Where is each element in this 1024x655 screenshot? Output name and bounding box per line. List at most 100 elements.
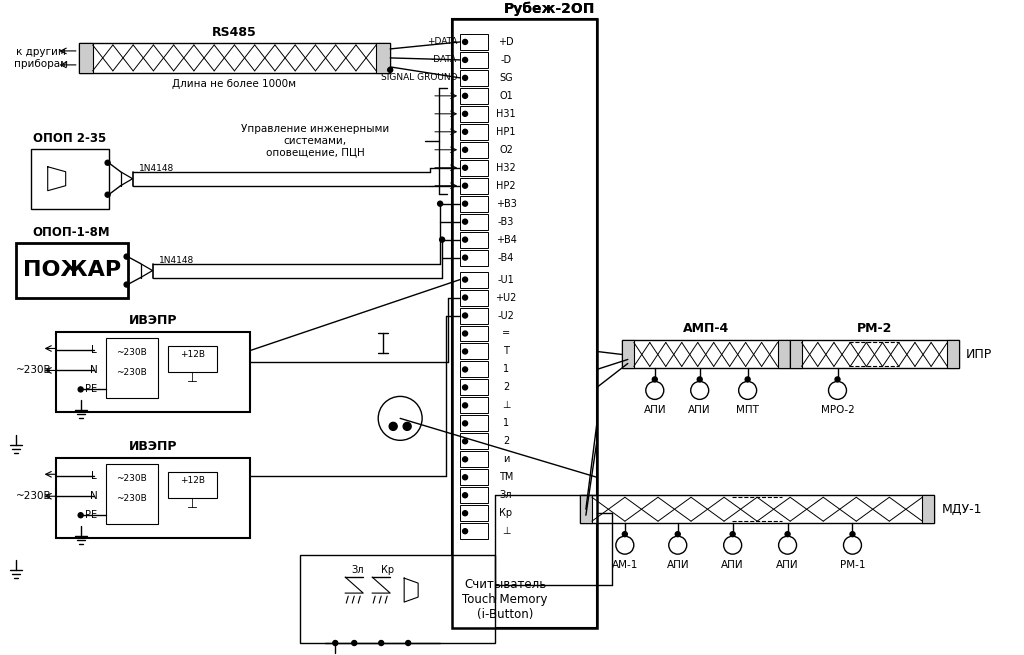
Bar [790, 341, 959, 368]
Text: PE: PE [85, 384, 96, 394]
Text: Кр: Кр [500, 508, 513, 518]
Bar [460, 451, 488, 467]
Bar [460, 160, 488, 176]
Text: L: L [91, 345, 96, 356]
Circle shape [403, 422, 412, 430]
Text: ПОЖАР: ПОЖАР [23, 260, 121, 280]
Bar [460, 232, 488, 248]
Text: ~230В: ~230В [16, 365, 51, 375]
Circle shape [124, 282, 129, 287]
Bar [460, 523, 488, 539]
Text: ИВЭПР: ИВЭПР [129, 440, 177, 453]
Text: НР2: НР2 [497, 181, 516, 191]
Text: ИПР: ИПР [967, 348, 992, 361]
Text: МДУ-1: МДУ-1 [942, 503, 983, 515]
Circle shape [352, 641, 356, 646]
Text: ⊥: ⊥ [502, 526, 510, 536]
Circle shape [463, 111, 468, 117]
Bar [460, 250, 488, 265]
Text: +D: +D [499, 37, 514, 47]
Bar [300, 555, 495, 643]
Text: SG: SG [499, 73, 513, 83]
Text: РМ-2: РМ-2 [857, 322, 892, 335]
Bar [460, 196, 488, 212]
Circle shape [388, 67, 392, 73]
Circle shape [463, 201, 468, 206]
Circle shape [124, 254, 129, 259]
Text: ~230В: ~230В [16, 491, 51, 501]
Text: 1N4148: 1N4148 [159, 256, 194, 265]
Bar [168, 472, 217, 498]
Bar [452, 19, 597, 628]
Bar [580, 495, 934, 523]
Text: Зл: Зл [351, 565, 364, 575]
Circle shape [463, 255, 468, 260]
Text: Рубеж-2ОП: Рубеж-2ОП [504, 2, 595, 16]
Bar [622, 341, 790, 368]
Circle shape [463, 349, 468, 354]
Bar [460, 343, 488, 360]
Bar [460, 505, 488, 521]
Text: +В3: +В3 [496, 198, 516, 209]
Bar [55, 458, 251, 538]
Text: и: и [503, 455, 509, 464]
Text: ⊥: ⊥ [187, 372, 198, 385]
Bar [79, 43, 92, 73]
Circle shape [463, 39, 468, 45]
Text: ~230В: ~230В [116, 368, 147, 377]
Text: +12В: +12В [180, 350, 205, 359]
Text: SIGNAL GROUND: SIGNAL GROUND [381, 73, 457, 83]
Text: -DATA: -DATA [431, 56, 457, 64]
Text: ~230В: ~230В [116, 348, 147, 357]
Text: АМП-4: АМП-4 [683, 322, 729, 335]
Circle shape [463, 183, 468, 188]
Text: +12В: +12В [180, 476, 205, 485]
Bar [15, 242, 128, 297]
Text: -U1: -U1 [498, 274, 514, 284]
Text: -В3: -В3 [498, 217, 514, 227]
Text: ⊥: ⊥ [187, 498, 198, 511]
Circle shape [463, 331, 468, 336]
Circle shape [835, 377, 840, 382]
Text: ⊥: ⊥ [502, 400, 510, 411]
Bar [460, 326, 488, 341]
Bar [777, 341, 790, 368]
Text: 2: 2 [503, 436, 509, 446]
Bar [460, 290, 488, 305]
Text: N: N [90, 365, 97, 375]
Text: +DATA: +DATA [427, 37, 457, 47]
Text: Длина не более 1000м: Длина не более 1000м [172, 79, 296, 89]
Text: Кр: Кр [381, 565, 394, 575]
Bar [790, 341, 802, 368]
Text: АПИ: АПИ [643, 405, 666, 415]
Text: 2: 2 [503, 383, 509, 392]
Circle shape [850, 532, 855, 536]
Text: МРО-2: МРО-2 [820, 405, 854, 415]
Bar [460, 308, 488, 324]
Circle shape [463, 165, 468, 170]
Circle shape [697, 377, 702, 382]
Circle shape [78, 387, 83, 392]
Bar [376, 43, 390, 73]
Text: Н32: Н32 [497, 162, 516, 173]
Text: АМ-1: АМ-1 [611, 560, 638, 570]
Text: PE: PE [85, 510, 96, 520]
Bar [460, 141, 488, 158]
Bar [105, 339, 158, 398]
Bar [460, 272, 488, 288]
Circle shape [105, 160, 111, 165]
Circle shape [785, 532, 791, 536]
Bar [55, 333, 251, 413]
Text: -D: -D [501, 55, 512, 65]
Circle shape [439, 237, 444, 242]
Bar [460, 379, 488, 396]
Circle shape [652, 377, 657, 382]
Circle shape [105, 192, 111, 197]
Bar [460, 124, 488, 140]
Circle shape [437, 201, 442, 206]
Text: ОПОП-1-8М: ОПОП-1-8М [33, 226, 111, 239]
Text: АПИ: АПИ [688, 405, 711, 415]
Bar [460, 434, 488, 449]
Circle shape [463, 277, 468, 282]
Circle shape [379, 641, 384, 646]
